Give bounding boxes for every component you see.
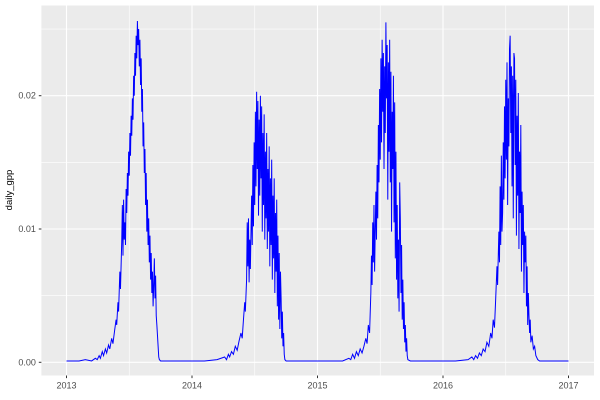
x-tick-label-2014: 2014 [182, 381, 202, 391]
y-tick-label-0.00: 0.00 [18, 357, 36, 367]
x-tick-label-2017: 2017 [558, 381, 578, 391]
gpp-line-series [66, 21, 569, 362]
axis-tick-marks [38, 95, 569, 379]
daily-gpp-line [66, 21, 569, 362]
y-axis-tick-labels: 0.00 0.01 0.02 [18, 91, 36, 368]
x-tick-label-2013: 2013 [56, 381, 76, 391]
x-tick-label-2016: 2016 [433, 381, 453, 391]
y-axis-title: daily_gpp [4, 170, 15, 211]
x-axis-tick-labels: 2013 2014 2015 2016 2017 [56, 381, 578, 391]
major-gridlines [41, 5, 594, 376]
y-tick-label-0.02: 0.02 [18, 91, 36, 101]
y-tick-label-0.01: 0.01 [18, 224, 36, 234]
x-tick-label-2015: 2015 [307, 381, 327, 391]
